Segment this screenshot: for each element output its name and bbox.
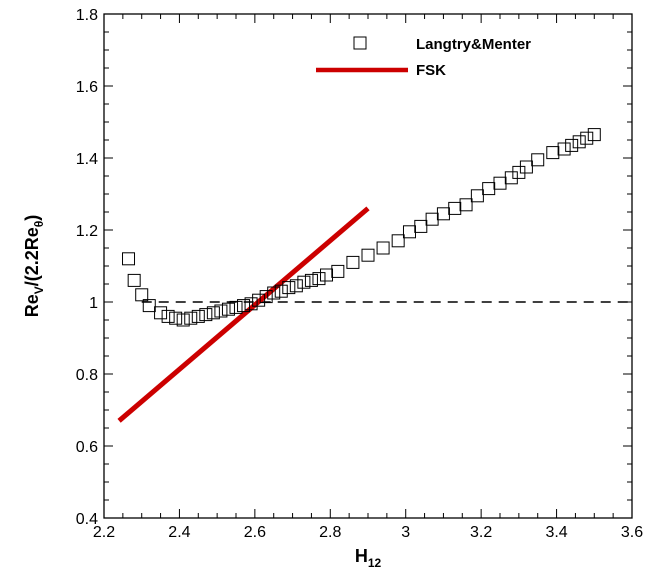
y-axis-title-subscript-1: V [32, 286, 46, 294]
data-point-langtry-menter [206, 306, 220, 320]
series-line-fsk [117, 206, 370, 423]
data-point-langtry-menter [214, 304, 228, 318]
data-point-langtry-menter [519, 160, 533, 174]
x-axis-title-subscript: 12 [368, 556, 382, 570]
data-point-langtry-menter [221, 302, 235, 316]
y-axis-title-part-2: /(2.2Re [22, 227, 42, 286]
data-point-langtry-menter [531, 153, 545, 167]
x-tick-label: 3 [401, 524, 410, 541]
data-point-langtry-menter [414, 219, 428, 233]
data-point-langtry-menter [122, 252, 136, 266]
data-point-langtry-menter [448, 201, 462, 215]
x-tick-label: 2.2 [93, 524, 115, 541]
y-tick-label: 0.4 [76, 511, 98, 528]
data-point-langtry-menter [282, 281, 296, 295]
data-point-langtry-menter [557, 142, 571, 156]
data-point-langtry-menter [470, 189, 484, 203]
x-axis-title-main: H [355, 546, 368, 566]
y-tick-label: 1.2 [76, 223, 98, 240]
data-point-langtry-menter [154, 306, 168, 320]
data-point-langtry-menter [184, 311, 198, 325]
data-point-langtry-menter [512, 165, 526, 179]
data-point-langtry-menter [244, 297, 258, 311]
y-tick-label: 1.6 [76, 79, 98, 96]
legend-label-langtry-menter: Langtry&Menter [416, 36, 531, 53]
y-tick-label: 0.6 [76, 439, 98, 456]
x-tick-label: 2.4 [168, 524, 190, 541]
y-axis-title-part-1: Re [22, 294, 42, 317]
data-point-langtry-menter [169, 311, 183, 325]
data-point-langtry-menter [237, 299, 251, 313]
data-point-langtry-menter [391, 234, 405, 248]
y-axis-title: ReV/(2.2Reθ) [22, 215, 46, 318]
legend-marker-langtry-menter [353, 36, 367, 50]
data-point-langtry-menter [304, 273, 318, 287]
y-axis-title-subscript-2: θ [32, 221, 46, 228]
data-point-langtry-menter [565, 138, 579, 152]
x-axis-title: H12 [355, 546, 382, 570]
x-tick-label: 3.6 [621, 524, 643, 541]
data-point-langtry-menter [191, 309, 205, 323]
data-point-langtry-menter [425, 212, 439, 226]
data-point-langtry-menter [493, 176, 507, 190]
data-point-langtry-menter [142, 299, 156, 313]
data-point-langtry-menter [346, 255, 360, 269]
data-point-langtry-menter [587, 128, 601, 142]
x-tick-label: 2.8 [319, 524, 341, 541]
ticks: 2.2 2.4 2.6 2.8 3 3.2 3.4 3.6 0.4 0.6 0.8 1 1.2 1.4 1.… [76, 7, 643, 541]
data-point-langtry-menter [436, 207, 450, 221]
data-point-langtry-menter [572, 135, 586, 149]
data-point-langtry-menter [331, 264, 345, 278]
x-tick-label: 3.4 [545, 524, 567, 541]
y-tick-label: 1.8 [76, 7, 98, 24]
data-point-langtry-menter [320, 268, 334, 282]
data-point-langtry-menter [376, 241, 390, 255]
data-point-langtry-menter [402, 225, 416, 239]
y-tick-label: 0.8 [76, 367, 98, 384]
data-point-langtry-menter [176, 313, 190, 327]
data-point-langtry-menter [504, 171, 518, 185]
data-point-langtry-menter [289, 279, 303, 293]
plot-frame [103, 13, 633, 519]
data-point-langtry-menter [267, 286, 281, 300]
data-point-langtry-menter [135, 288, 149, 302]
data-point-langtry-menter [312, 272, 326, 286]
x-tick-label: 2.6 [244, 524, 266, 541]
data-point-langtry-menter [459, 198, 473, 212]
y-axis-title-part-3: ) [22, 215, 42, 221]
y-tick-label: 1.4 [76, 151, 98, 168]
data-point-langtry-menter [482, 182, 496, 196]
data-point-langtry-menter [252, 293, 266, 307]
data-point-langtry-menter [259, 290, 273, 304]
legend: Langtry&Menter FSK [316, 36, 531, 79]
data-point-langtry-menter [361, 248, 375, 262]
data-point-langtry-menter [161, 309, 175, 323]
data-point-langtry-menter [274, 284, 288, 298]
x-tick-label: 3.2 [470, 524, 492, 541]
data-point-langtry-menter [546, 146, 560, 160]
plot-marks [117, 128, 632, 423]
legend-label-fsk: FSK [416, 62, 446, 79]
data-point-langtry-menter [229, 300, 243, 314]
data-point-langtry-menter [297, 275, 311, 289]
y-tick-label: 1 [89, 295, 98, 312]
data-point-langtry-menter [127, 273, 141, 287]
data-point-langtry-menter [199, 308, 213, 322]
data-point-langtry-menter [580, 131, 594, 145]
